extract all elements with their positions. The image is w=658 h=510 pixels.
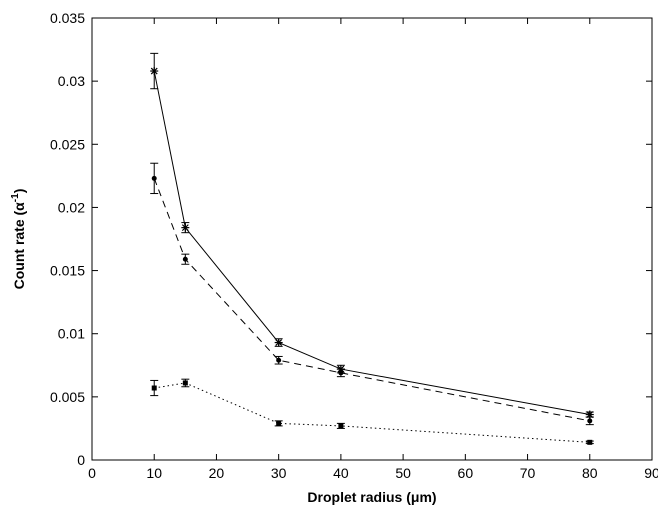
- data-point-square: [587, 439, 593, 445]
- x-tick-label: 40: [333, 465, 349, 481]
- x-tick-label: 50: [395, 465, 411, 481]
- y-tick-label: 0.03: [58, 73, 85, 89]
- data-point-square: [276, 420, 282, 426]
- y-axis-label-end: ): [11, 189, 27, 194]
- y-tick-label: 0.02: [58, 199, 85, 215]
- data-point-dot: [587, 418, 593, 424]
- y-tick-label: 0.01: [58, 326, 85, 342]
- series-2: [150, 162, 594, 426]
- data-point-star: [585, 410, 594, 419]
- data-point-dot: [182, 256, 188, 262]
- data-point-star: [150, 67, 159, 76]
- y-axis-label-main: Count rate (α: [11, 202, 27, 290]
- y-tick-label: 0.035: [50, 10, 85, 26]
- y-axis-label-sup: -1: [10, 193, 21, 202]
- y-tick-label: 0.015: [50, 263, 85, 279]
- y-tick-label: 0.025: [50, 136, 85, 152]
- series-line: [153, 178, 590, 422]
- star-stroke: [150, 67, 158, 75]
- data-point-dot: [338, 370, 344, 376]
- y-tick-label: 0: [77, 452, 85, 468]
- x-tick-label: 90: [644, 465, 658, 481]
- x-tick-label: 30: [271, 465, 287, 481]
- x-tick-label: 20: [209, 465, 225, 481]
- x-tick-label: 80: [582, 465, 598, 481]
- data-point-star: [274, 338, 283, 347]
- data-point-dot: [276, 357, 282, 363]
- y-axis-label: Count rate (α-1): [10, 189, 27, 290]
- data-point-star: [181, 223, 190, 232]
- data-point-dot: [151, 175, 157, 181]
- x-axis-label: Droplet radius (μm): [307, 489, 436, 505]
- x-tick-label: 70: [520, 465, 536, 481]
- axis-ticks: 0 10 20 30 40 50 60 70 80 90 0 0.005 0.01 0.015 0.02 0.…: [50, 10, 658, 481]
- star-stroke: [586, 411, 594, 418]
- x-tick-label: 10: [146, 465, 162, 481]
- series-3: [150, 378, 594, 445]
- data-point-square: [151, 385, 157, 391]
- plot-area: [91, 17, 653, 461]
- star-stroke: [275, 339, 283, 346]
- series-layer: [150, 52, 594, 445]
- star-stroke: [181, 224, 189, 232]
- x-tick-label: 60: [458, 465, 474, 481]
- data-point-square: [182, 380, 188, 386]
- data-point-square: [338, 423, 344, 429]
- y-tick-label: 0.005: [50, 389, 85, 405]
- x-tick-label: 0: [88, 465, 96, 481]
